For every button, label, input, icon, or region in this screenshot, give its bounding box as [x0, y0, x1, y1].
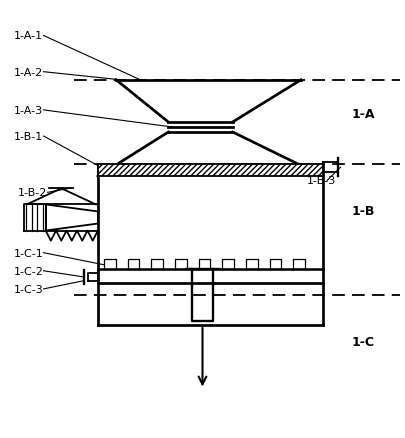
Text: 1-A-3: 1-A-3	[13, 106, 43, 116]
Text: 1-C-3: 1-C-3	[13, 284, 43, 294]
Text: 1-C-1: 1-C-1	[13, 248, 43, 258]
Text: 1-B-2: 1-B-2	[17, 188, 47, 198]
Text: 1-A-1: 1-A-1	[13, 32, 43, 42]
Text: 1-A-2: 1-A-2	[13, 67, 43, 78]
Text: 1-B-1: 1-B-1	[13, 132, 43, 142]
Text: 1-B-3: 1-B-3	[307, 176, 336, 186]
Text: 1-C-2: 1-C-2	[13, 266, 43, 276]
Text: 1-C: 1-C	[351, 335, 374, 348]
FancyBboxPatch shape	[98, 165, 323, 177]
Text: 1-A: 1-A	[351, 108, 375, 121]
Text: 1-B: 1-B	[351, 205, 375, 217]
